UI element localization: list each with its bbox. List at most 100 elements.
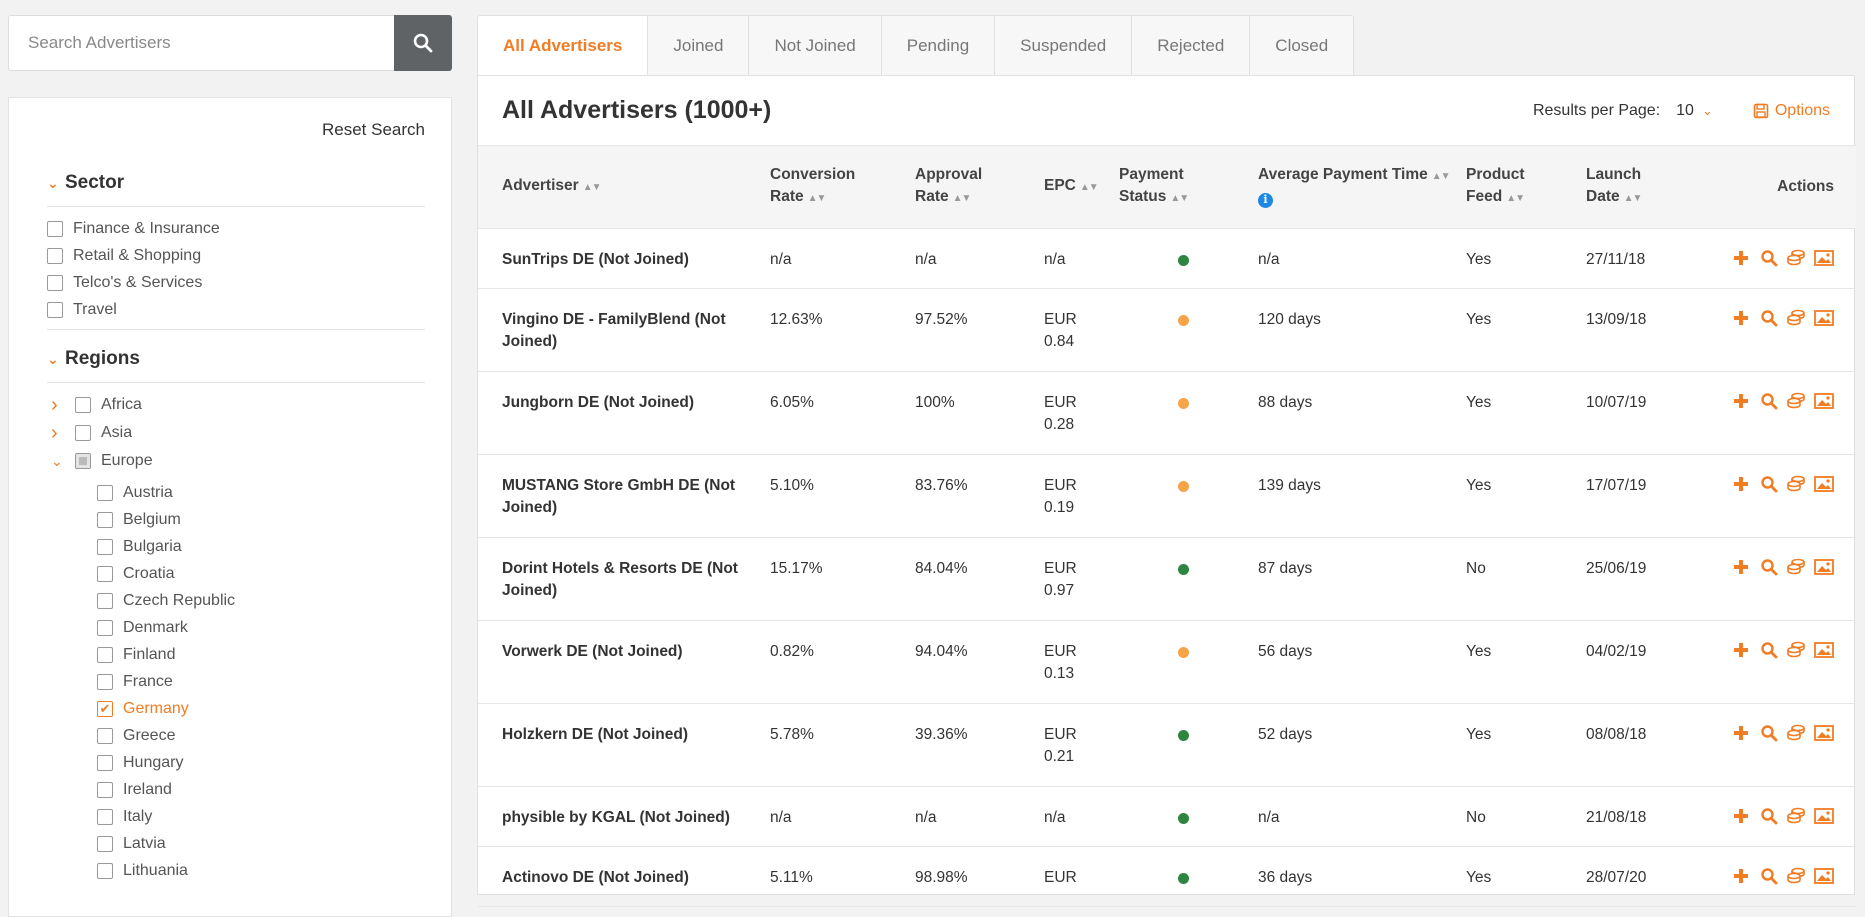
country-option[interactable]: Belgium: [47, 506, 425, 533]
view-details-button[interactable]: [1758, 309, 1778, 329]
checkbox[interactable]: [97, 538, 113, 555]
col-approval-rate[interactable]: Approval Rate ▲▼: [915, 166, 983, 205]
advertiser-name-link[interactable]: physible by KGAL (Not Joined): [502, 809, 730, 826]
creatives-button[interactable]: [1814, 249, 1834, 269]
checkbox[interactable]: [97, 727, 113, 744]
checkbox[interactable]: [97, 754, 113, 771]
chevron-down-icon[interactable]: ⌄: [51, 452, 63, 469]
advertiser-name-link[interactable]: Holzkern DE (Not Joined): [502, 726, 689, 743]
checkbox[interactable]: ✔: [97, 700, 113, 717]
region-group[interactable]: › Africa: [47, 391, 425, 419]
country-option[interactable]: Austria: [47, 479, 425, 506]
tab-pending[interactable]: Pending: [881, 15, 996, 76]
join-button[interactable]: [1730, 309, 1750, 329]
sort-icon[interactable]: ▲▼: [582, 182, 602, 193]
sort-icon[interactable]: ▲▼: [807, 193, 827, 204]
view-details-button[interactable]: [1758, 249, 1778, 269]
search-input[interactable]: [8, 15, 394, 71]
tab-joined[interactable]: Joined: [648, 15, 750, 76]
checkbox[interactable]: [97, 808, 113, 825]
creatives-button[interactable]: [1814, 392, 1834, 412]
col-epc[interactable]: EPC ▲▼: [1044, 177, 1099, 194]
advertiser-name-link[interactable]: Vingino DE - FamilyBlend (Not Joined): [502, 311, 726, 350]
options-button[interactable]: Options: [1753, 102, 1830, 120]
commission-button[interactable]: [1786, 558, 1806, 578]
checkbox[interactable]: [75, 453, 91, 469]
commission-button[interactable]: [1786, 249, 1806, 269]
sort-icon[interactable]: ▲▼: [1623, 193, 1643, 204]
creatives-button[interactable]: [1814, 807, 1834, 827]
info-icon[interactable]: i: [1258, 192, 1273, 208]
sector-option[interactable]: Finance & Insurance: [47, 215, 425, 242]
view-details-button[interactable]: [1758, 867, 1778, 887]
country-option[interactable]: Italy: [47, 803, 425, 830]
advertiser-name-link[interactable]: SunTrips DE (Not Joined): [502, 251, 689, 268]
checkbox[interactable]: [47, 247, 63, 264]
sector-option[interactable]: Travel: [47, 296, 425, 323]
sector-option[interactable]: Retail & Shopping: [47, 242, 425, 269]
sort-icon[interactable]: ▲▼: [1431, 171, 1451, 182]
country-option[interactable]: ✔ Germany: [47, 695, 425, 722]
sort-icon[interactable]: ▲▼: [1506, 193, 1525, 204]
view-details-button[interactable]: [1758, 724, 1778, 744]
checkbox[interactable]: [75, 425, 91, 441]
sort-icon[interactable]: ▲▼: [952, 193, 972, 204]
checkbox[interactable]: [97, 673, 113, 690]
creatives-button[interactable]: [1814, 867, 1834, 887]
sector-option[interactable]: Telco's & Services: [47, 269, 425, 296]
chevron-right-icon[interactable]: ›: [51, 421, 58, 444]
country-option[interactable]: Croatia: [47, 560, 425, 587]
region-group[interactable]: ⌄ Europe: [47, 447, 425, 475]
checkbox[interactable]: [97, 484, 113, 501]
advertiser-name-link[interactable]: MUSTANG Store GmbH DE (Not Joined): [502, 477, 736, 516]
country-option[interactable]: Finland: [47, 641, 425, 668]
commission-button[interactable]: [1786, 724, 1806, 744]
country-option[interactable]: Greece: [47, 722, 425, 749]
country-option[interactable]: Latvia: [47, 830, 425, 857]
commission-button[interactable]: [1786, 475, 1806, 495]
creatives-button[interactable]: [1814, 558, 1834, 578]
commission-button[interactable]: [1786, 392, 1806, 412]
checkbox[interactable]: [97, 862, 113, 879]
chevron-right-icon[interactable]: ›: [51, 393, 58, 416]
chevron-down-icon[interactable]: ⌄: [1701, 102, 1713, 118]
join-button[interactable]: [1730, 558, 1750, 578]
country-option[interactable]: Hungary: [47, 749, 425, 776]
view-details-button[interactable]: [1758, 558, 1778, 578]
checkbox[interactable]: [47, 274, 63, 291]
join-button[interactable]: [1730, 392, 1750, 412]
col-conversion-rate[interactable]: Conversion Rate ▲▼: [770, 166, 856, 205]
search-button[interactable]: [394, 15, 452, 71]
reset-search-link[interactable]: Reset Search: [322, 120, 425, 139]
tab-all-advertisers[interactable]: All Advertisers: [477, 15, 649, 76]
creatives-button[interactable]: [1814, 724, 1834, 744]
checkbox[interactable]: [97, 646, 113, 663]
checkbox[interactable]: [97, 592, 113, 609]
join-button[interactable]: [1730, 249, 1750, 269]
col-product-feed[interactable]: Product Feed ▲▼: [1466, 166, 1525, 205]
country-option[interactable]: Bulgaria: [47, 533, 425, 560]
checkbox[interactable]: [97, 835, 113, 852]
tab-closed[interactable]: Closed: [1250, 15, 1355, 76]
commission-button[interactable]: [1786, 867, 1806, 887]
checkbox[interactable]: [47, 220, 63, 237]
tab-suspended[interactable]: Suspended: [995, 15, 1133, 76]
creatives-button[interactable]: [1814, 309, 1834, 329]
col-payment-status[interactable]: Payment Status ▲▼: [1119, 166, 1189, 205]
country-option[interactable]: France: [47, 668, 425, 695]
creatives-button[interactable]: [1814, 475, 1834, 495]
tab-rejected[interactable]: Rejected: [1132, 15, 1251, 76]
join-button[interactable]: [1730, 475, 1750, 495]
view-details-button[interactable]: [1758, 641, 1778, 661]
checkbox[interactable]: [75, 397, 91, 413]
region-group[interactable]: › Asia: [47, 419, 425, 447]
regions-toggle[interactable]: ⌄ Regions: [47, 342, 425, 376]
col-launch-date[interactable]: Launch Date ▲▼: [1586, 166, 1643, 205]
country-option[interactable]: Czech Republic: [47, 587, 425, 614]
advertiser-name-link[interactable]: Jungborn DE (Not Joined): [502, 394, 695, 411]
commission-button[interactable]: [1786, 641, 1806, 661]
country-option[interactable]: Denmark: [47, 614, 425, 641]
commission-button[interactable]: [1786, 309, 1806, 329]
checkbox[interactable]: [97, 781, 113, 798]
checkbox[interactable]: [97, 619, 113, 636]
